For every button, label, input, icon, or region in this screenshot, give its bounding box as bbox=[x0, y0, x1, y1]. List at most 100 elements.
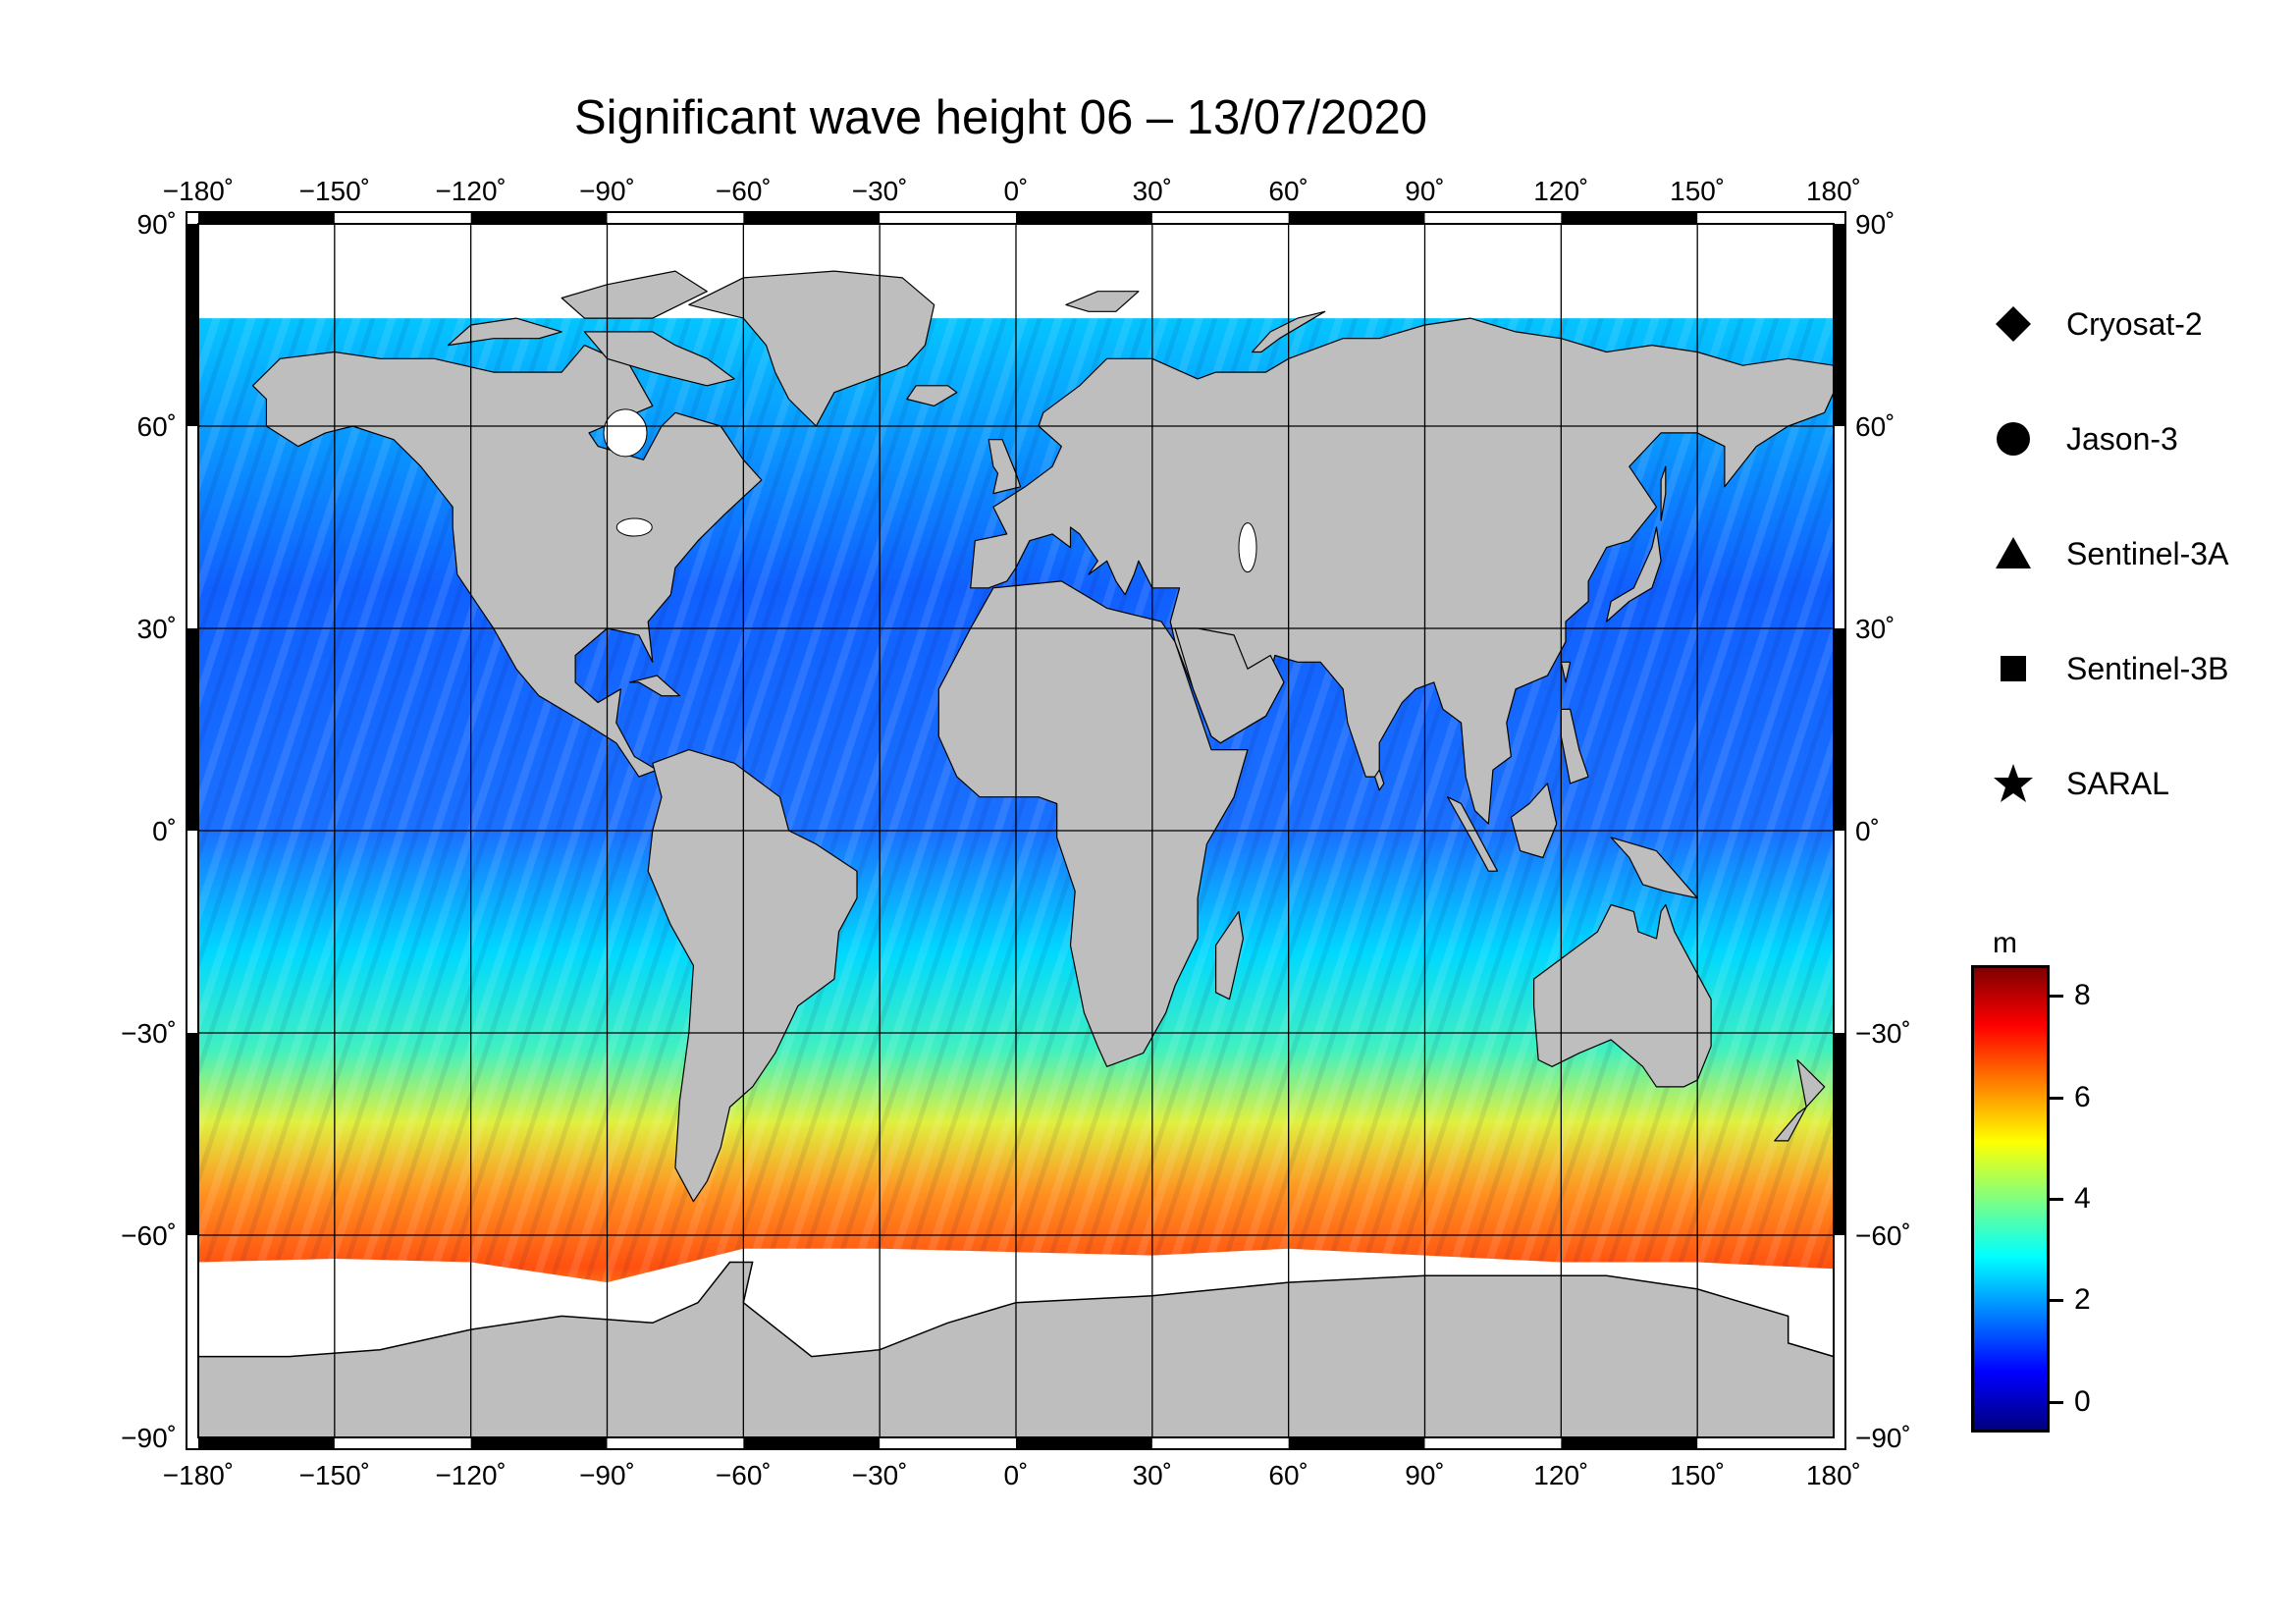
uk-landmass bbox=[988, 439, 1022, 495]
frame-segment-bottom bbox=[470, 1437, 608, 1449]
taiwan-landmass bbox=[1560, 661, 1572, 683]
frame-segment-left bbox=[187, 628, 198, 831]
colorbar bbox=[1971, 965, 2050, 1433]
frame-segment-bottom bbox=[198, 1437, 335, 1449]
lon-tick-label-top: −150˚ bbox=[299, 176, 370, 206]
greenland-landmass bbox=[688, 270, 935, 427]
colorbar-tick-label: 8 bbox=[2074, 979, 2091, 1012]
madagascar-landmass bbox=[1214, 910, 1245, 1001]
lat-tick-label-right: −30˚ bbox=[1855, 1018, 1911, 1049]
sri-lanka-landmass bbox=[1373, 769, 1385, 791]
lon-tick-label-bottom: −150˚ bbox=[299, 1460, 370, 1490]
cuba-landmass bbox=[628, 675, 681, 697]
iceland-landmass bbox=[906, 385, 958, 406]
frame-segment-left bbox=[187, 224, 198, 426]
lat-tick-label-right: 90˚ bbox=[1855, 209, 1895, 240]
frame-segment-top bbox=[1016, 212, 1152, 224]
lat-tick-label-right: −60˚ bbox=[1855, 1220, 1911, 1251]
legend-item-jason3: Jason-3 bbox=[1988, 409, 2178, 468]
triangle-icon bbox=[1996, 537, 2031, 568]
lon-tick-label-bottom: −180˚ bbox=[163, 1460, 234, 1490]
great-lakes bbox=[615, 517, 653, 537]
new-guinea-landmass bbox=[1610, 837, 1698, 899]
colorbar-unit: m bbox=[1993, 927, 2017, 959]
frame-segment-right bbox=[1834, 224, 1845, 426]
lon-tick-label-top: −90˚ bbox=[579, 176, 635, 206]
lon-tick-label-top: 90˚ bbox=[1405, 176, 1444, 206]
lon-tick-label-bottom: 0˚ bbox=[1004, 1460, 1029, 1490]
lat-tick-label-left: −30˚ bbox=[121, 1018, 177, 1049]
caspian-sea bbox=[1238, 522, 1257, 573]
colorbar-tick bbox=[2050, 1198, 2063, 1201]
frame-segment-top bbox=[470, 212, 608, 224]
lon-tick-label-top: −30˚ bbox=[852, 176, 908, 206]
lon-tick-label-top: −60˚ bbox=[716, 176, 772, 206]
frame-segment-right bbox=[1834, 1033, 1845, 1235]
legend-label: Sentinel-3B bbox=[2066, 650, 2229, 686]
arabia-block bbox=[1174, 627, 1285, 744]
lon-tick-label-top: −120˚ bbox=[435, 176, 506, 206]
colorbar-tick-label: 0 bbox=[2074, 1384, 2091, 1418]
frame-segment-top bbox=[743, 212, 881, 224]
lon-tick-label-bottom: 30˚ bbox=[1133, 1460, 1172, 1490]
frame-segment-top bbox=[1561, 212, 1698, 224]
colorbar-tick bbox=[2050, 1299, 2063, 1303]
legend-label: Cryosat-2 bbox=[2066, 305, 2203, 342]
lat-tick-label-left: 60˚ bbox=[137, 411, 177, 442]
canadian-archipelago-3 bbox=[561, 270, 708, 319]
diamond-icon bbox=[1996, 306, 2031, 342]
hudson-bay bbox=[603, 408, 648, 458]
lon-tick-label-bottom: −30˚ bbox=[852, 1460, 908, 1490]
lon-tick-label-bottom: 90˚ bbox=[1405, 1460, 1444, 1490]
colorbar-tick-label: 2 bbox=[2074, 1283, 2091, 1317]
lat-tick-label-right: −90˚ bbox=[1855, 1423, 1911, 1453]
colorbar-tick-label: 4 bbox=[2074, 1182, 2091, 1215]
frame-segment-top bbox=[1288, 212, 1425, 224]
lat-tick-label-left: 30˚ bbox=[137, 614, 177, 644]
lon-tick-label-bottom: 180˚ bbox=[1806, 1460, 1861, 1490]
lon-tick-label-top: 120˚ bbox=[1533, 176, 1588, 206]
map-frame: −180˚ −180˚ −150˚ −150˚ −120˚ −120˚ −90˚ −90˚ −6… bbox=[121, 176, 1911, 1490]
lon-tick-label-top: 150˚ bbox=[1670, 176, 1725, 206]
legend-item-sentinel3a: Sentinel-3A bbox=[1988, 524, 2228, 583]
square-icon bbox=[2001, 656, 2026, 681]
canadian-archipelago-2 bbox=[583, 331, 735, 387]
indonesia-borneo bbox=[1510, 783, 1558, 859]
legend-item-cryosat2: Cryosat-2 bbox=[1988, 295, 2203, 353]
star-icon bbox=[1994, 764, 2033, 802]
australia-landmass bbox=[1532, 903, 1712, 1088]
frame-segment-bottom bbox=[1561, 1437, 1698, 1449]
south-america-landmass bbox=[647, 748, 858, 1203]
lon-tick-label-bottom: 150˚ bbox=[1670, 1460, 1725, 1490]
svalbard-landmass bbox=[1065, 291, 1140, 312]
colorbar-tick bbox=[2050, 1400, 2063, 1404]
colorbar-tick-label: 6 bbox=[2074, 1080, 2091, 1113]
colorbar-tick bbox=[2050, 1096, 2063, 1100]
circle-icon bbox=[1997, 422, 2030, 456]
lon-tick-label-top: 0˚ bbox=[1004, 176, 1029, 206]
lon-tick-label-bottom: −90˚ bbox=[579, 1460, 635, 1490]
lon-tick-label-bottom: −60˚ bbox=[716, 1460, 772, 1490]
colorbar-tick bbox=[2050, 995, 2063, 999]
lon-tick-label-top: 60˚ bbox=[1268, 176, 1308, 206]
frame-segment-bottom bbox=[1288, 1437, 1425, 1449]
legend-label: Sentinel-3A bbox=[2066, 535, 2229, 571]
lat-tick-label-left: −90˚ bbox=[121, 1423, 177, 1453]
lat-tick-label-left: 0˚ bbox=[152, 816, 177, 846]
new-zealand-landmass bbox=[1774, 1058, 1826, 1142]
lon-tick-label-top: −180˚ bbox=[163, 176, 234, 206]
frame-segment-left bbox=[187, 1033, 198, 1235]
legend-label: Jason-3 bbox=[2066, 420, 2178, 457]
lat-tick-label-right: 0˚ bbox=[1855, 816, 1880, 846]
eurasia-landmass bbox=[970, 317, 1835, 825]
frame-segment-right bbox=[1834, 628, 1845, 831]
frame-segment-bottom bbox=[1016, 1437, 1152, 1449]
legend-label: SARAL bbox=[2066, 765, 2169, 801]
lon-tick-label-bottom: 60˚ bbox=[1268, 1460, 1308, 1490]
lat-tick-label-left: 90˚ bbox=[137, 209, 177, 240]
frame-segment-bottom bbox=[743, 1437, 881, 1449]
lon-tick-label-top: 180˚ bbox=[1806, 176, 1861, 206]
lon-tick-label-bottom: 120˚ bbox=[1533, 1460, 1588, 1490]
lon-tick-label-top: 30˚ bbox=[1133, 176, 1172, 206]
